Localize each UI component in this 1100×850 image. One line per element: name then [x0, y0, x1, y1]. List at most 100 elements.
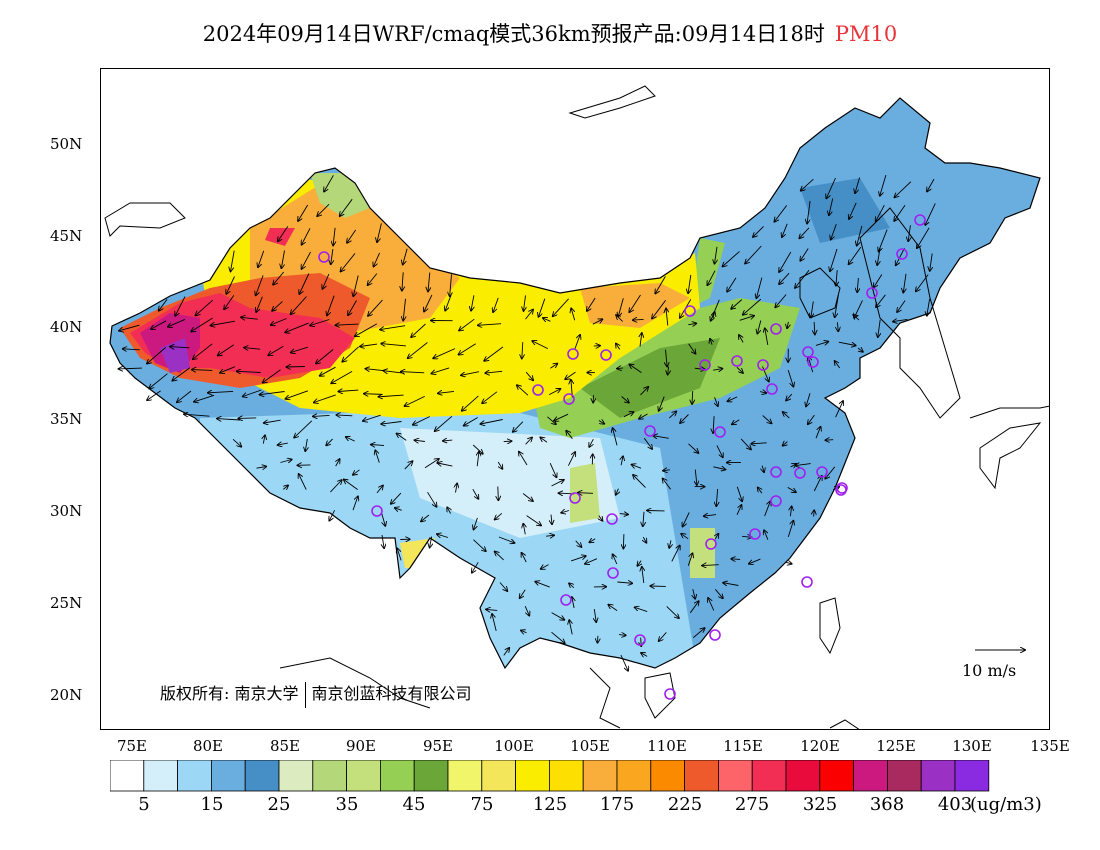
wind-vector — [808, 414, 815, 424]
lat-label-50N: 50N — [50, 135, 83, 153]
wind-vector — [382, 534, 384, 548]
lat-label-40N: 40N — [50, 318, 83, 336]
wind-vector — [567, 452, 575, 466]
wind-vector — [715, 246, 718, 264]
wind-vector — [278, 443, 288, 445]
wind-vector — [849, 202, 857, 219]
wind-vector — [575, 540, 582, 547]
wind-vector — [263, 435, 265, 444]
wind-vector — [498, 461, 502, 469]
wind-vector — [753, 226, 764, 237]
wind-vector — [736, 366, 743, 373]
wind-vector — [714, 589, 723, 598]
wind-vector — [637, 560, 641, 566]
wind-vector — [635, 607, 648, 613]
wind-vector — [930, 253, 933, 271]
station-marker — [770, 466, 782, 478]
wind-vector — [298, 204, 309, 221]
wind-vector — [256, 296, 263, 312]
wind-vector — [513, 421, 524, 432]
wind-vector — [616, 315, 623, 322]
wind-vector — [278, 226, 289, 241]
cb-label-15: 15 — [200, 794, 224, 815]
wind-vector — [381, 344, 406, 346]
wind-vector — [232, 438, 241, 446]
colorbar-swatch — [853, 760, 888, 792]
wind-vector — [762, 465, 764, 473]
wind-vector — [503, 648, 509, 656]
wind-vector — [762, 415, 772, 424]
lon-label-90E: 90E — [345, 737, 377, 755]
wind-vector — [443, 440, 453, 441]
cb-label-225: 225 — [667, 794, 703, 815]
wind-vector — [238, 418, 257, 419]
wind-vector — [336, 415, 353, 416]
wind-vector — [574, 335, 580, 350]
wind-vector — [371, 445, 384, 446]
station-marker — [709, 629, 721, 641]
wind-vector — [224, 295, 235, 309]
wind-vector — [459, 343, 476, 355]
wind-vector — [715, 534, 718, 540]
wind-vector — [172, 367, 191, 381]
wind-vector — [617, 582, 632, 583]
title-pollutant: PM10 — [834, 22, 898, 46]
wind-vector — [464, 417, 478, 426]
wind-vector — [415, 440, 425, 441]
wind-vector — [742, 536, 752, 537]
wind-vector — [471, 295, 474, 310]
wind-vector — [708, 598, 715, 611]
wind-vector — [801, 178, 814, 191]
wind-vector — [835, 295, 839, 317]
wind-vector — [194, 394, 215, 402]
wind-vector — [811, 301, 813, 317]
wind-vector — [895, 181, 912, 198]
wind-vector — [346, 437, 355, 442]
wind-vector — [688, 343, 696, 354]
wind-vector — [541, 564, 549, 569]
wind-vector — [543, 318, 551, 321]
wind-vector — [617, 368, 624, 369]
wind-vector — [168, 318, 186, 326]
wind-vector — [331, 249, 333, 264]
wind-vector — [683, 512, 690, 526]
wind-vector — [459, 318, 475, 330]
wind-vector — [326, 438, 333, 445]
lat-label-45N: 45N — [50, 227, 83, 245]
wind-vector — [260, 391, 285, 395]
wind-vector — [849, 246, 862, 264]
wind-vector — [353, 469, 360, 475]
wind-vector — [456, 484, 458, 493]
wind-vector — [342, 346, 359, 362]
wind-vector — [825, 440, 834, 441]
wind-vector — [268, 345, 284, 355]
wind-vector — [838, 341, 856, 345]
wind-vector — [352, 496, 358, 511]
wind-vector — [438, 391, 455, 393]
wind-vector — [693, 588, 695, 599]
wind-vector — [299, 474, 307, 490]
wind-vector — [695, 469, 697, 485]
wind-vector — [621, 456, 623, 466]
wind-vector — [211, 320, 235, 325]
wind-vector — [119, 324, 140, 331]
wind-vector — [687, 553, 692, 566]
wind-vector — [424, 459, 439, 469]
wind-vector — [669, 540, 671, 548]
wind-vector — [749, 558, 761, 564]
colorbar-swatch — [346, 760, 381, 792]
wind-vector — [208, 391, 234, 392]
wind-vector — [814, 510, 815, 517]
wind-vector — [878, 319, 880, 337]
wind-vector — [787, 321, 788, 328]
wind-vector — [688, 323, 696, 324]
wind-vector — [411, 323, 426, 337]
wind-vector — [572, 597, 574, 609]
wind-vector — [652, 300, 666, 318]
wind-vector — [893, 319, 908, 321]
wind-vector — [472, 488, 479, 499]
wind-vector — [779, 251, 792, 272]
wind-vector — [599, 515, 603, 521]
wind-vector — [642, 567, 644, 583]
wind-vector — [347, 229, 357, 243]
